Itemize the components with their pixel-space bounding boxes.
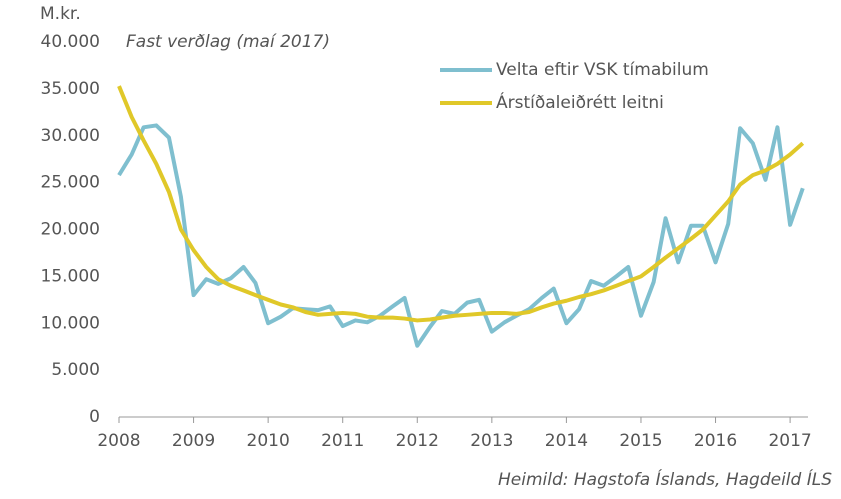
- y-unit: M.kr.: [40, 4, 81, 24]
- y-tick-label: 5.000: [51, 360, 100, 380]
- x-tick-label: 2017: [768, 431, 811, 451]
- y-tick-label: 10.000: [41, 313, 100, 333]
- legend-label: Árstíðaleiðrétt leitni: [496, 91, 664, 113]
- series-line: [117, 85, 805, 323]
- x-tick-label: 2011: [321, 431, 364, 451]
- x-tick-label: 2008: [97, 431, 140, 451]
- y-tick-label: 35.000: [41, 79, 100, 99]
- y-tick-label: 30.000: [41, 126, 100, 146]
- x-tick-label: 2010: [247, 431, 290, 451]
- y-tick-label: 0: [89, 407, 100, 427]
- y-tick-label: 40.000: [41, 32, 100, 52]
- subtitle: Fast verðlag (maí 2017): [126, 32, 330, 52]
- x-tick-label: 2012: [396, 431, 439, 451]
- legend-label: Velta eftir VSK tímabilum: [496, 60, 709, 80]
- y-tick-label: 25.000: [41, 173, 100, 193]
- x-tick-label: 2014: [545, 431, 588, 451]
- y-tick-label: 15.000: [41, 266, 100, 286]
- series-line: [117, 123, 805, 348]
- x-tick-label: 2015: [619, 431, 662, 451]
- y-tick-label: 20.000: [41, 220, 100, 240]
- x-tick-label: 2013: [470, 431, 513, 451]
- source: Heimild: Hagstofa Íslands, Hagdeild ÍLS: [498, 468, 832, 490]
- x-tick-label: 2009: [172, 431, 215, 451]
- x-tick-label: 2016: [694, 431, 737, 451]
